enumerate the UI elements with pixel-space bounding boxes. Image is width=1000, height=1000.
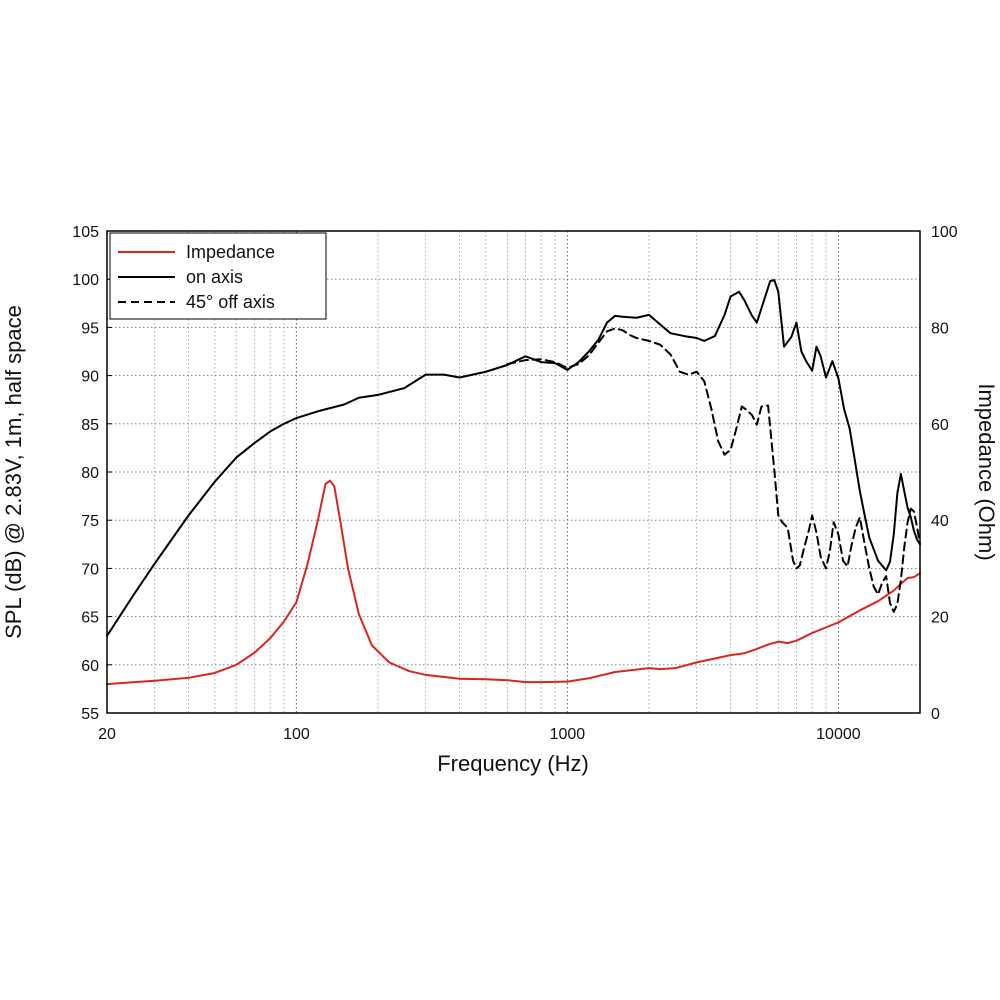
x-tick-label: 10000 — [816, 726, 861, 743]
right-y-axis-title: Impedance (Ohm) — [974, 383, 999, 560]
series-line-on-axis — [106, 279, 921, 637]
left-y-tick-label: 100 — [72, 272, 99, 289]
right-y-tick-labels: 0 20 40 60 80 100 — [931, 224, 958, 723]
left-y-tick-label: 75 — [81, 513, 99, 530]
left-y-tick-label: 90 — [81, 369, 99, 386]
left-y-tick-labels: 55 60 65 70 75 80 85 90 95 100 105 — [72, 224, 99, 723]
left-y-axis-title: SPL (dB) @ 2.83V, 1m, half space — [1, 305, 26, 639]
right-y-tick-label: 0 — [931, 706, 940, 723]
series-on-axis — [106, 279, 921, 637]
right-y-tick-label: 80 — [931, 320, 949, 337]
left-y-tick-label: 70 — [81, 561, 99, 578]
series-45-off-axis — [506, 327, 921, 613]
legend: Impedance on axis 45° off axis — [109, 232, 327, 320]
right-y-tick-label: 60 — [931, 417, 949, 434]
legend-label-on-axis: on axis — [186, 267, 243, 287]
x-tick-label: 1000 — [550, 726, 586, 743]
legend-label-impedance: Impedance — [186, 242, 275, 262]
plot-frame — [106, 230, 921, 714]
left-y-tick-label: 65 — [81, 610, 99, 627]
right-y-tick-label: 40 — [931, 513, 949, 530]
series-layer — [106, 279, 921, 686]
series-line-45-off-axis — [506, 327, 921, 613]
left-y-tick-label: 55 — [81, 706, 99, 723]
left-y-tick-label: 95 — [81, 320, 99, 337]
x-tick-labels: 20 100 1000 10000 — [98, 726, 861, 743]
legend-label-45-off-axis: 45° off axis — [186, 292, 275, 312]
series-impedance — [106, 479, 921, 686]
left-y-tick-label: 80 — [81, 465, 99, 482]
x-axis-title: Frequency (Hz) — [437, 751, 589, 776]
x-tick-label: 100 — [283, 726, 310, 743]
x-tick-label: 20 — [98, 726, 116, 743]
left-y-tick-label: 105 — [72, 224, 99, 241]
right-y-tick-label: 20 — [931, 610, 949, 627]
left-y-tick-label: 60 — [81, 658, 99, 675]
series-line-impedance — [106, 479, 921, 686]
major-gridlines — [107, 230, 920, 714]
right-y-tick-label: 100 — [931, 224, 958, 241]
left-y-tick-label: 85 — [81, 417, 99, 434]
